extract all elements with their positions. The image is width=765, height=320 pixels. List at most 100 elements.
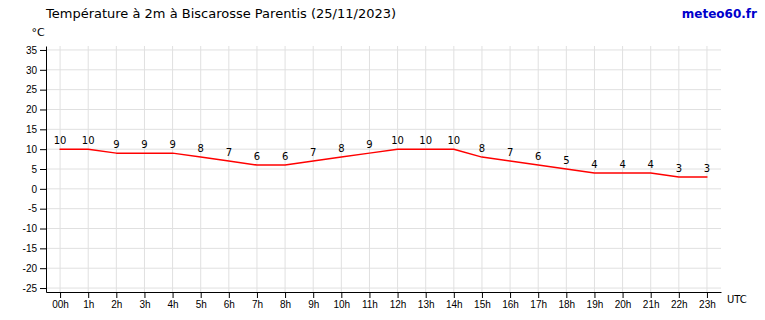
- data-label: 6: [535, 151, 541, 162]
- data-label: 6: [254, 151, 260, 162]
- data-labels: 10109998766789101010876544433: [54, 135, 710, 174]
- x-tick-label: 14h: [446, 299, 463, 310]
- x-tick-label: 18h: [558, 299, 575, 310]
- grid-line: [46, 109, 721, 110]
- y-tick-label: 20: [26, 104, 38, 115]
- grid-line: [172, 46, 173, 292]
- x-tick-mark: [707, 292, 708, 298]
- data-label: 10: [82, 135, 95, 146]
- y-tick-mark: [40, 90, 46, 91]
- grid-line: [46, 268, 721, 269]
- x-tick-mark: [173, 292, 174, 298]
- y-tick-mark: [40, 70, 46, 71]
- plot-area: [60, 149, 707, 177]
- x-tick: 17h: [530, 292, 547, 310]
- x-tick-mark: [88, 292, 89, 298]
- x-tick-mark: [651, 292, 652, 298]
- x-tick-mark: [341, 292, 342, 298]
- x-tick-mark: [144, 292, 145, 298]
- y-axis: -25-20-15-10-505101520253035: [23, 45, 47, 294]
- y-axis-line: [46, 47, 47, 293]
- x-tick: 13h: [418, 292, 435, 310]
- x-tick-mark: [679, 292, 680, 298]
- grid-line: [46, 288, 721, 289]
- y-tick-mark: [40, 248, 46, 249]
- y-tick-mark: [40, 109, 46, 110]
- y-tick: 20: [26, 104, 46, 115]
- grid-line: [46, 69, 721, 70]
- y-tick: -15: [23, 243, 46, 254]
- chart: 00h1h2h3h4h5h6h7h8h9h10h11h12h13h14h15h1…: [0, 0, 765, 320]
- x-tick-label: 15h: [474, 299, 491, 310]
- data-label: 8: [479, 143, 485, 154]
- grid-line: [46, 129, 721, 130]
- y-tick-label: -10: [23, 223, 38, 234]
- grid-line: [313, 46, 314, 292]
- x-tick: 00h: [52, 292, 69, 310]
- y-tick: 30: [26, 65, 46, 76]
- x-tick-label: 16h: [502, 299, 519, 310]
- x-tick: 6h: [224, 292, 235, 310]
- x-tick-mark: [60, 292, 61, 298]
- x-tick-label: 21h: [643, 299, 660, 310]
- y-tick-mark: [40, 268, 46, 269]
- y-tick-label: 25: [26, 84, 38, 95]
- x-tick: 4h: [168, 292, 179, 310]
- data-label: 9: [366, 139, 372, 150]
- x-tick: 19h: [587, 292, 604, 310]
- x-tick-mark: [594, 292, 595, 298]
- y-tick-label: 35: [26, 45, 38, 56]
- x-tick-label: 8h: [280, 299, 291, 310]
- data-label: 4: [619, 159, 625, 170]
- y-tick-mark: [40, 229, 46, 230]
- grid-line: [510, 46, 511, 292]
- grid-line: [46, 188, 721, 189]
- x-tick-mark: [566, 292, 567, 298]
- x-tick: 18h: [558, 292, 575, 310]
- data-label: 10: [447, 135, 460, 146]
- x-tick-mark: [313, 292, 314, 298]
- y-tick-label: -5: [28, 203, 37, 214]
- data-label: 3: [676, 163, 682, 174]
- x-tick: 21h: [643, 292, 660, 310]
- x-tick-mark: [623, 292, 624, 298]
- grid-line: [88, 46, 89, 292]
- grid-line: [116, 46, 117, 292]
- x-tick-label: 22h: [671, 299, 688, 310]
- x-axis-line: [47, 292, 722, 293]
- temperature-line: [60, 149, 707, 177]
- data-label: 10: [54, 135, 67, 146]
- grid-line: [453, 46, 454, 292]
- x-tick: 11h: [362, 292, 378, 310]
- data-label: 3: [704, 163, 710, 174]
- x-tick-label: 2h: [111, 299, 122, 310]
- x-tick-mark: [398, 292, 399, 298]
- y-tick: 25: [26, 84, 46, 95]
- y-tick: -5: [28, 203, 46, 214]
- watermark: meteo60.fr: [682, 7, 757, 21]
- title: Température à 2m à Biscarosse Parentis (…: [45, 6, 396, 21]
- x-tick-label: 17h: [530, 299, 547, 310]
- x-tick-mark: [285, 292, 286, 298]
- x-tick: 1h: [83, 292, 94, 310]
- x-tick-mark: [426, 292, 427, 298]
- grid: [46, 46, 721, 292]
- x-tick-label: 13h: [418, 299, 435, 310]
- x-tick-mark: [116, 292, 117, 298]
- x-tick-label: 6h: [224, 299, 235, 310]
- y-tick: 35: [26, 45, 46, 56]
- grid-line: [46, 49, 721, 50]
- x-tick: 22h: [671, 292, 688, 310]
- y-tick-mark: [40, 50, 46, 51]
- y-tick: -25: [23, 283, 46, 294]
- grid-line: [538, 46, 539, 292]
- data-label: 9: [141, 139, 147, 150]
- grid-line: [285, 46, 286, 292]
- x-tick-label: 00h: [52, 299, 69, 310]
- grid-line: [46, 228, 721, 229]
- grid-line: [46, 248, 721, 249]
- y-tick-label: 5: [31, 164, 37, 175]
- y-tick-label: 15: [26, 124, 38, 135]
- x-tick-mark: [454, 292, 455, 298]
- y-tick-mark: [40, 288, 46, 289]
